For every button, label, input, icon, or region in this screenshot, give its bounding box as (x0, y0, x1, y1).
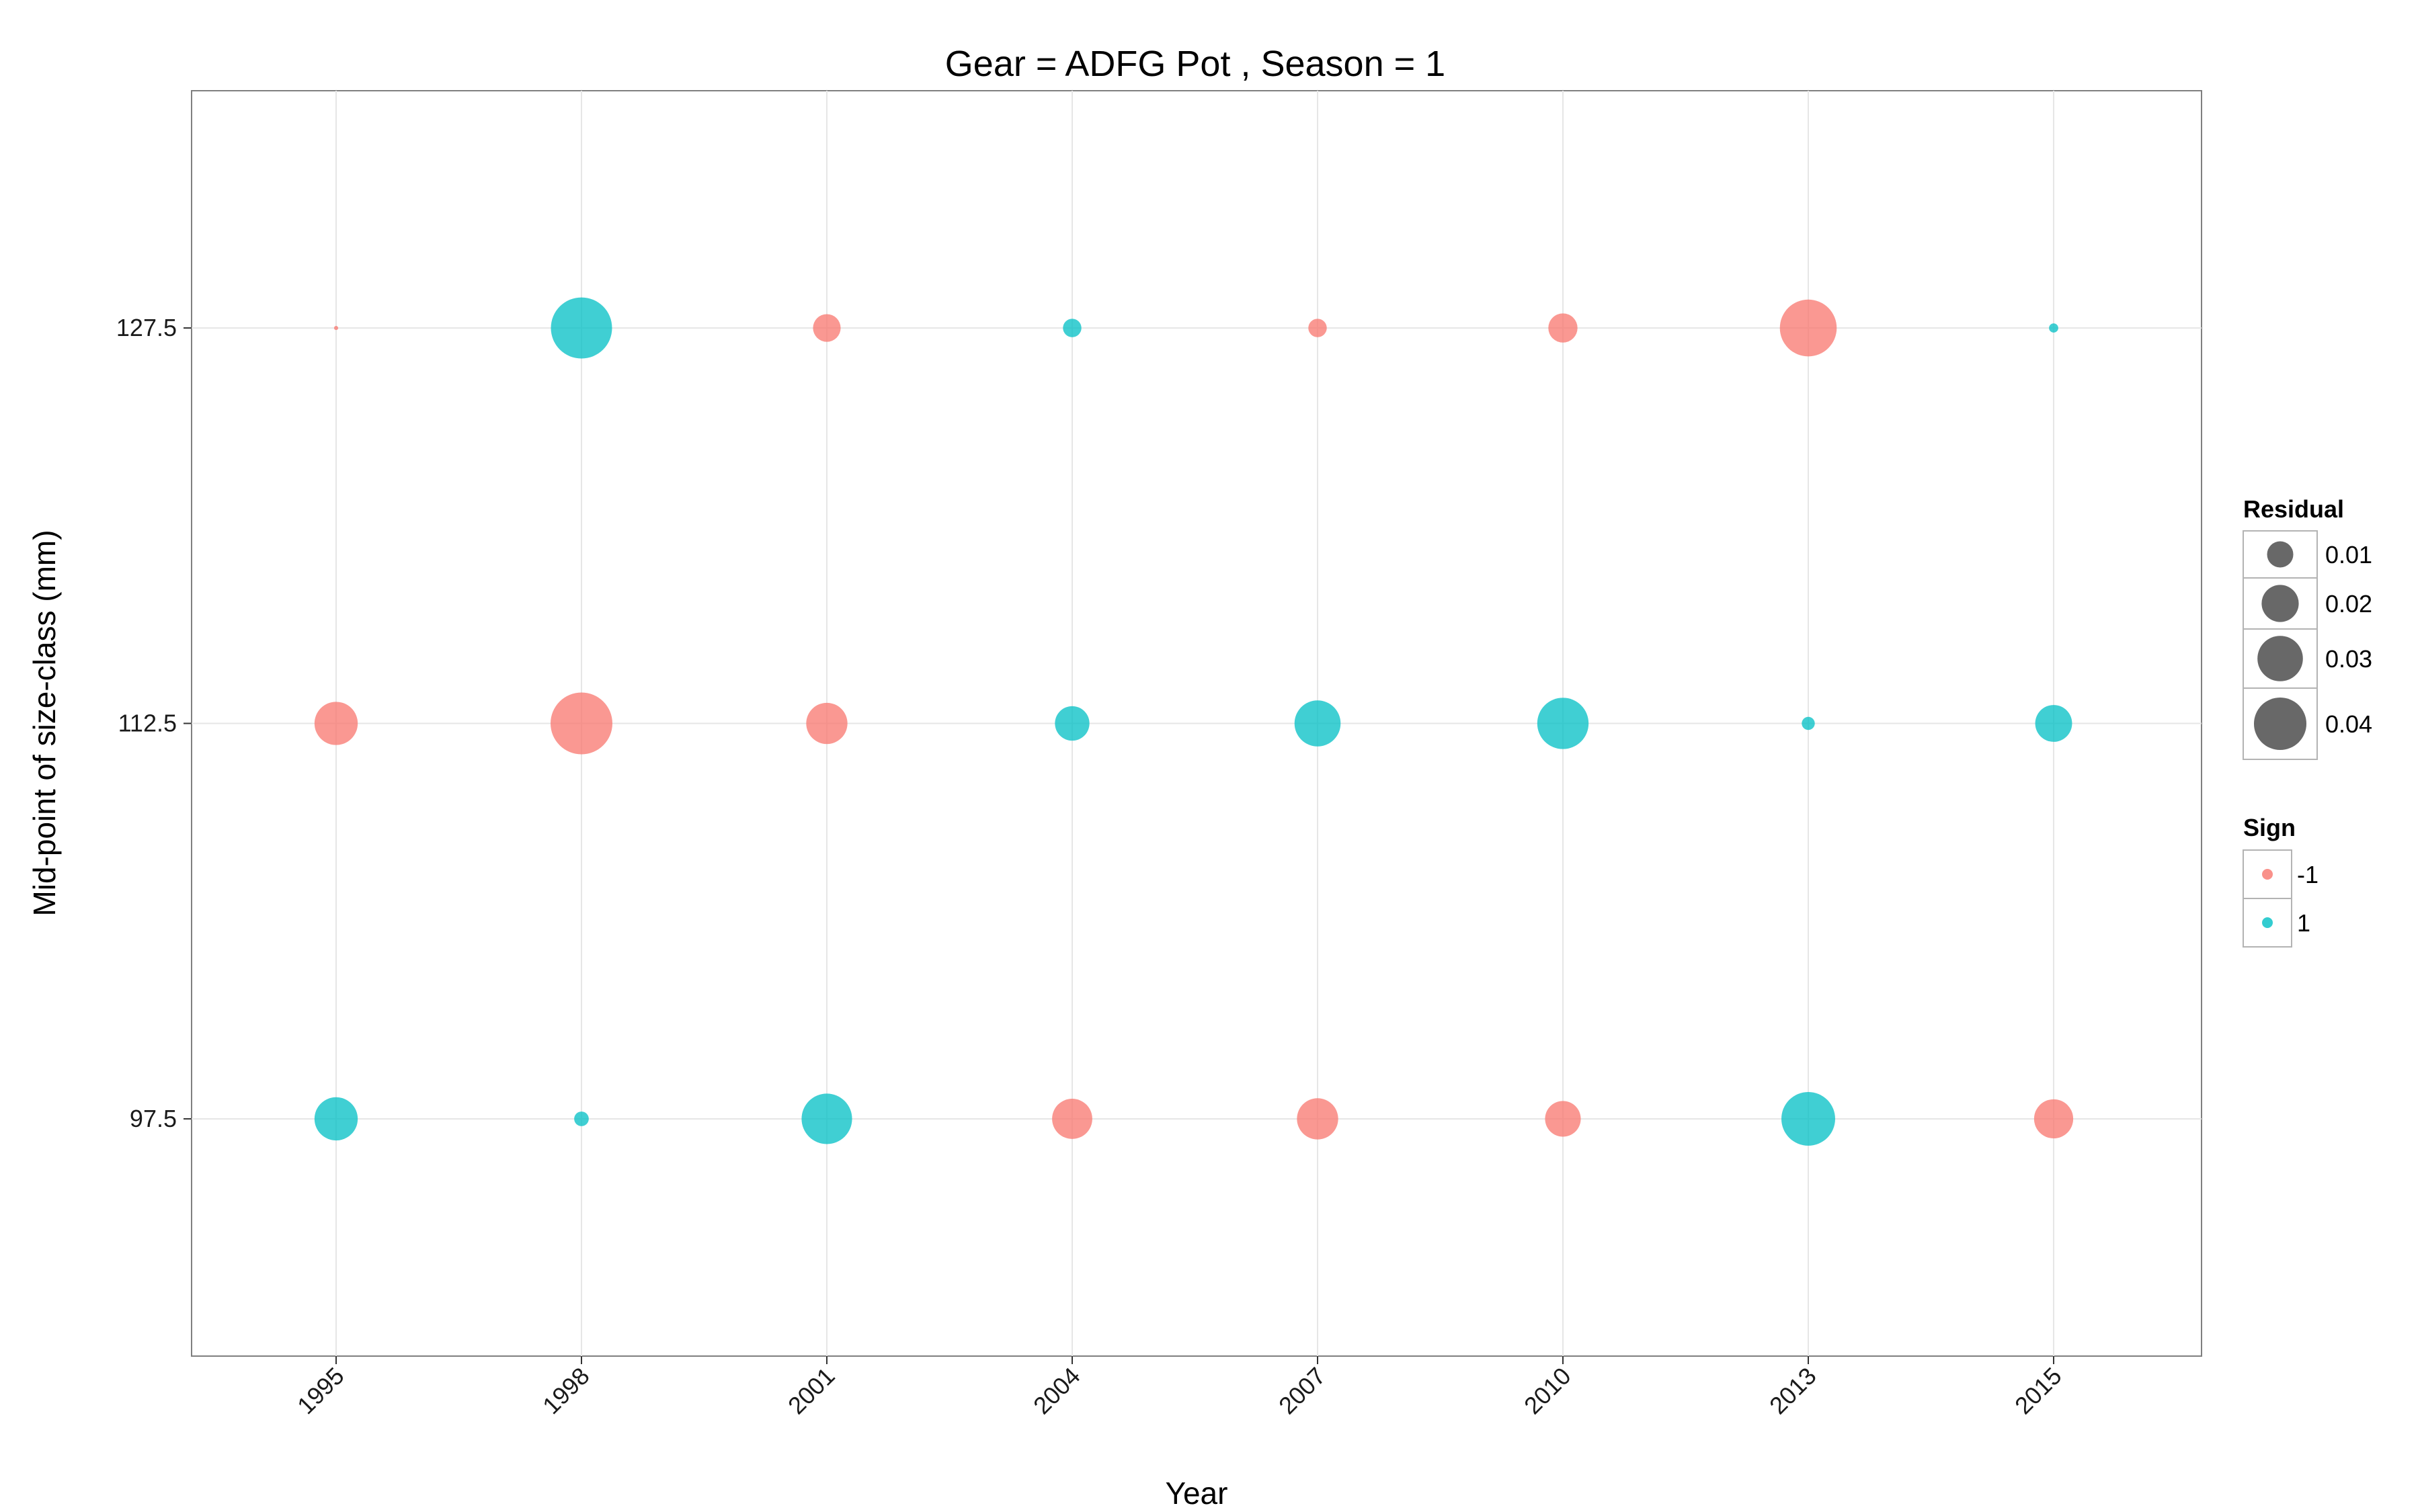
x-tick-label: 1998 (537, 1362, 595, 1420)
data-point (551, 297, 612, 359)
size-legend-dot (2253, 697, 2307, 751)
y-axis-title: Mid-point of size-class (mm) (27, 530, 62, 916)
size-legend-label: 0.03 (2325, 645, 2372, 673)
x-tick-label: 1995 (292, 1362, 350, 1420)
data-point (1294, 700, 1341, 747)
data-point (1781, 1091, 1835, 1146)
color-legend-title: Sign (2243, 814, 2296, 841)
x-tick-label: 2007 (1273, 1362, 1331, 1420)
x-tick-label: 2004 (1028, 1362, 1086, 1420)
color-legend: Sign -1 1 (2243, 814, 2318, 948)
data-points (314, 297, 2074, 1146)
data-point (1055, 706, 1090, 741)
x-axis-title: Year (1166, 1476, 1228, 1511)
data-point (2033, 1099, 2074, 1139)
data-point (2035, 705, 2072, 742)
data-point (1052, 1099, 1092, 1139)
data-point (2049, 323, 2058, 333)
size-legend-label: 0.02 (2325, 590, 2372, 618)
y-tick-label: 97.5 (130, 1105, 177, 1132)
data-point (806, 702, 848, 745)
size-legend: Residual 0.01 0.02 0.03 0.04 (2243, 495, 2372, 760)
size-legend-title: Residual (2243, 495, 2344, 523)
size-legend-dot (2257, 636, 2303, 681)
x-tick-label: 2013 (1764, 1362, 1822, 1420)
data-point (1802, 716, 1815, 730)
data-point (1779, 299, 1837, 357)
data-point (1063, 319, 1082, 337)
data-point (1537, 698, 1589, 749)
y-tick-label: 112.5 (118, 710, 177, 737)
color-legend-label: -1 (2297, 861, 2318, 888)
data-point (1548, 313, 1578, 343)
data-point (551, 692, 612, 755)
data-point (314, 1097, 358, 1141)
data-point (574, 1111, 589, 1126)
data-point (1545, 1101, 1581, 1137)
size-legend-label: 0.04 (2325, 710, 2372, 738)
size-legend-dot (2261, 585, 2299, 622)
data-point (333, 325, 339, 331)
data-point (813, 314, 841, 342)
data-point (801, 1093, 852, 1144)
chart-title: Gear = ADFG Pot , Season = 1 (945, 44, 1445, 84)
x-tick-label: 2010 (1519, 1362, 1576, 1420)
size-legend-dot (2267, 541, 2294, 568)
color-legend-label: 1 (2297, 909, 2310, 937)
y-tick-label: 127.5 (116, 314, 177, 341)
x-tick-label: 2015 (2009, 1362, 2067, 1420)
data-point (1297, 1098, 1338, 1140)
color-legend-dot (2262, 869, 2273, 880)
size-legend-label: 0.01 (2325, 541, 2372, 569)
color-legend-dot (2262, 917, 2273, 928)
data-point (1308, 319, 1327, 337)
data-point (314, 702, 358, 745)
x-tick-label: 2001 (782, 1362, 840, 1420)
